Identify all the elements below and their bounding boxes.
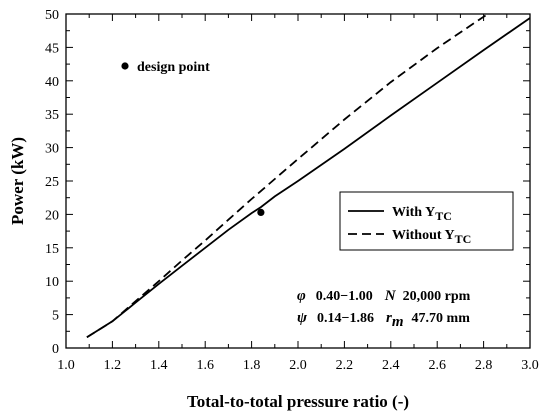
- y-tick-label: 50: [45, 8, 59, 23]
- annot-r-value: 47.70 mm: [412, 311, 471, 326]
- annot-psi-range: 0.14−1.86: [317, 311, 374, 326]
- legend-label-without-ytc-sub: TC: [455, 232, 472, 246]
- y-axis-title: Power (kW): [8, 137, 27, 225]
- x-tick-label: 2.8: [475, 358, 493, 373]
- legend: With YTC Without YTC: [339, 191, 514, 251]
- annotation-head-coefficient-radius: ψ 0.14−1.86 rm 47.70 mm: [297, 309, 470, 330]
- annot-n-value: 20,000 rpm: [403, 289, 471, 304]
- legend-label-without-ytc-main: Without Y: [392, 228, 455, 243]
- x-tick-label: 3.0: [521, 358, 539, 373]
- legend-label-without-ytc: Without YTC: [392, 228, 471, 246]
- x-tick-label: 1.8: [243, 358, 261, 373]
- annot-r-subscript: m: [392, 314, 404, 330]
- annotation-flow-coefficient-speed: φ 0.40−1.00 N 20,000 rpm: [297, 287, 471, 304]
- y-tick-label: 40: [45, 75, 59, 90]
- design-point-marker: [257, 208, 265, 216]
- ticks-layer: [65, 13, 531, 349]
- y-tick-label: 35: [45, 108, 59, 123]
- legend-label-with-ytc: With YTC: [392, 205, 452, 223]
- series-line-with-ytc: [86, 17, 530, 339]
- y-tick-label: 10: [45, 275, 59, 290]
- legend-label-with-ytc-sub: TC: [435, 209, 452, 223]
- annot-r-symbol: r: [386, 310, 392, 326]
- x-axis-title: Total-to-total pressure ratio (-): [187, 392, 409, 411]
- series-line-without-ytc: [86, 14, 489, 339]
- x-tick-label: 2.6: [428, 358, 446, 373]
- x-tick-label: 2.4: [382, 358, 400, 373]
- x-tick-label: 1.2: [104, 358, 122, 373]
- legend-box: [339, 191, 514, 251]
- y-tick-label: 0: [52, 342, 59, 357]
- y-tick-label: 5: [52, 309, 59, 324]
- x-tick-label: 1.4: [150, 358, 168, 373]
- series-layer: [86, 14, 530, 339]
- y-tick-label: 30: [45, 142, 59, 157]
- x-tick-label: 2.0: [289, 358, 307, 373]
- x-tick-labels: 1.0 1.2 1.4 1.6 1.8 2.0 2.2 2.4 2.6 2.8 3.0: [57, 358, 539, 373]
- annot-phi-symbol: φ: [297, 288, 306, 304]
- annot-psi-symbol: ψ: [297, 310, 308, 326]
- y-tick-labels: 0 5 10 15 20 25 30 35 40 45 50: [45, 8, 59, 357]
- design-point-label: design point: [137, 60, 210, 75]
- design-point-legend-dot: [121, 62, 129, 70]
- y-tick-label: 15: [45, 242, 59, 257]
- x-tick-label: 1.0: [57, 358, 75, 373]
- y-tick-label: 20: [45, 208, 59, 223]
- y-tick-label: 25: [45, 175, 59, 190]
- legend-label-with-ytc-main: With Y: [392, 205, 435, 220]
- annot-phi-range: 0.40−1.00: [316, 289, 373, 304]
- annot-n-symbol: N: [384, 288, 397, 304]
- x-tick-label: 2.2: [336, 358, 354, 373]
- x-tick-label: 1.6: [196, 358, 214, 373]
- y-tick-label: 45: [45, 41, 59, 56]
